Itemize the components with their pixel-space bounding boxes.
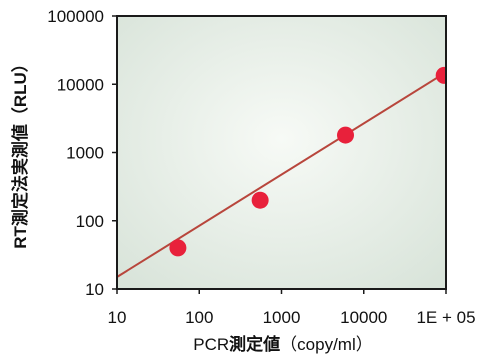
x-tick-label-5: 1E + 05 <box>416 308 475 327</box>
data-point-1 <box>169 239 187 257</box>
x-axis: 10 100 1000 10000 1E + 05 <box>108 289 476 327</box>
x-axis-title-suffix: （copy/ml） <box>280 335 373 354</box>
y-tick-label-4: 10000 <box>57 75 104 94</box>
x-tick-label-4: 10000 <box>340 308 387 327</box>
data-points-layer <box>169 66 446 257</box>
x-axis-title: PCR測定値（copy/ml） <box>193 334 372 354</box>
y-axis-title: RT測定法実測値（RLU） <box>10 55 30 249</box>
data-point-2 <box>251 191 269 209</box>
data-point-3 <box>337 126 355 144</box>
data-point-4 <box>435 66 446 84</box>
y-tick-label-2: 100 <box>76 212 104 231</box>
y-tick-label-3: 1000 <box>66 144 104 163</box>
x-axis-title-prefix: PCR <box>193 335 229 354</box>
x-tick-label-1: 10 <box>108 308 127 327</box>
x-axis-title-bold: 測定値 <box>229 334 280 354</box>
x-tick-label-2: 100 <box>185 308 213 327</box>
y-tick-label-5: 100000 <box>47 7 104 26</box>
plot-area <box>117 16 446 289</box>
x-tick-label-3: 1000 <box>263 308 301 327</box>
y-tick-label-1: 10 <box>85 280 104 299</box>
y-axis: 10 100 1000 10000 100000 <box>47 7 117 299</box>
